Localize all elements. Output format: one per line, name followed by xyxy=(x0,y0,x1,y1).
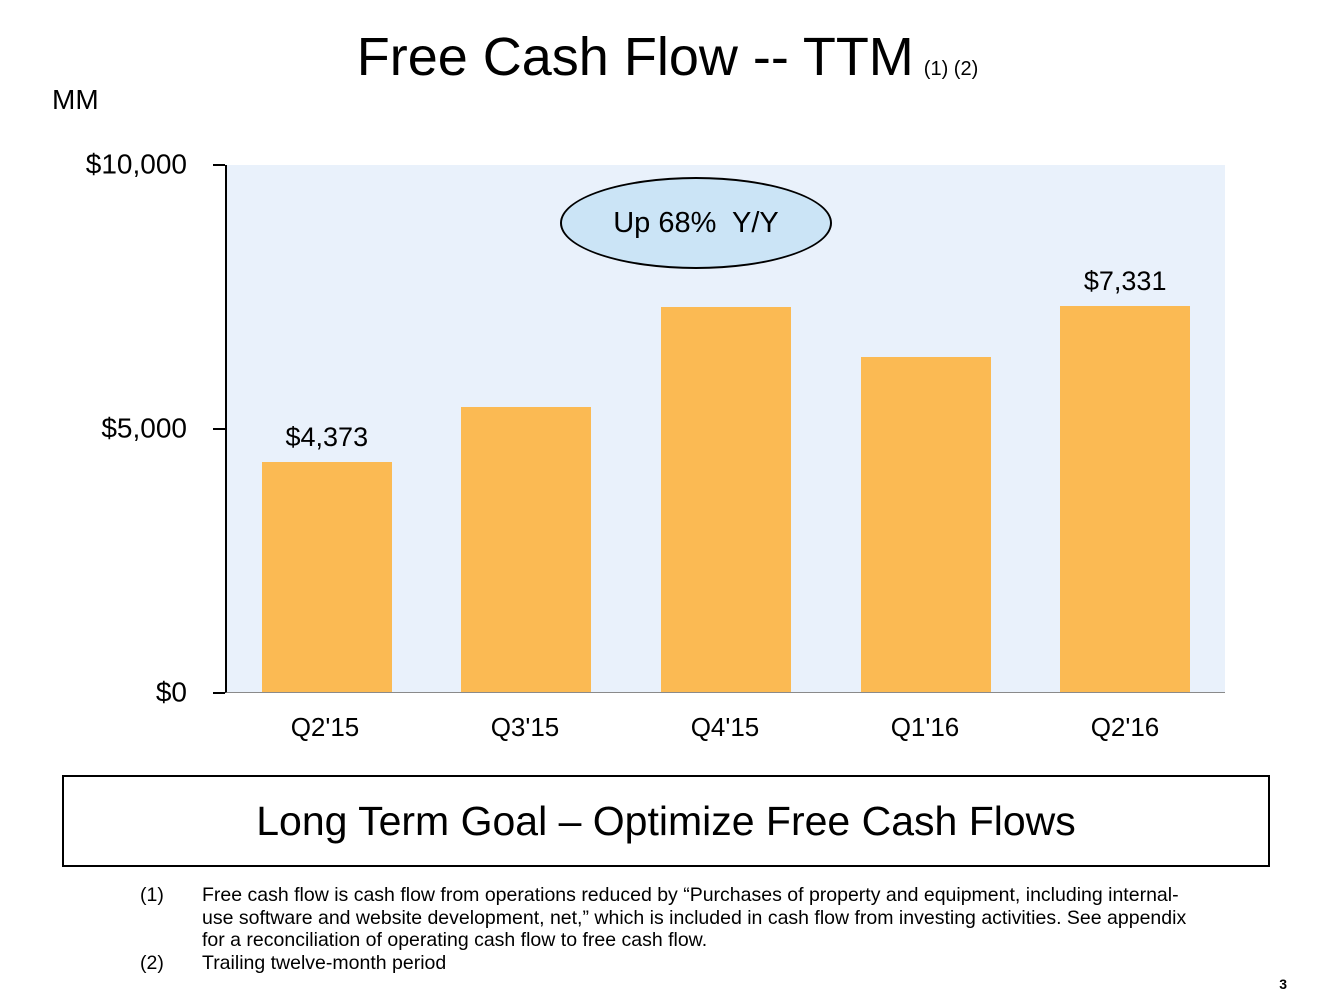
bar-slot: $4,373 xyxy=(227,165,427,692)
footnote-text: Free cash flow is cash flow from operati… xyxy=(202,884,1187,952)
footnote-row: (2) Trailing twelve-month period xyxy=(140,952,1230,975)
x-axis-labels: Q2'15 Q3'15 Q4'15 Q1'16 Q2'16 xyxy=(225,712,1225,743)
y-tick-mark xyxy=(213,692,225,694)
annotation-text: Up 68% Y/Y xyxy=(613,206,779,239)
page-number: 3 xyxy=(1279,976,1287,992)
bar-value-label: $4,373 xyxy=(285,421,369,452)
bar-slot xyxy=(427,165,627,692)
x-axis-label: Q2'15 xyxy=(290,712,360,742)
units-label: MM xyxy=(52,84,99,115)
x-axis-label: Q3'15 xyxy=(490,712,560,742)
x-axis-label: Q4'15 xyxy=(690,712,760,742)
footnote-ref: (2) xyxy=(140,951,164,974)
slide-title: Free Cash Flow -- TTM xyxy=(356,27,914,87)
x-axis-label: Q2'16 xyxy=(1090,712,1160,742)
bar-Q2'15 xyxy=(261,461,392,692)
footnote-ref: (1) xyxy=(140,884,164,906)
x-axis-label: Q1'16 xyxy=(890,712,960,742)
y-tick-label: $10,000 xyxy=(85,148,187,180)
goal-box: Long Term Goal – Optimize Free Cash Flow… xyxy=(62,775,1270,867)
bar-slot: $7,331 xyxy=(1025,165,1225,692)
plot-area: $4,373 $7,331 Up 68% Y/Y xyxy=(225,165,1225,693)
footnote-text: Trailing twelve-month period xyxy=(202,951,447,974)
bar-Q1'16 xyxy=(860,357,991,692)
footnotes: (1) Free cash flow is cash flow from ope… xyxy=(140,884,1230,974)
goal-text: Long Term Goal – Optimize Free Cash Flow… xyxy=(256,797,1076,844)
footnote-row: (1) Free cash flow is cash flow from ope… xyxy=(140,884,1230,952)
annotation-ellipse: Up 68% Y/Y xyxy=(560,177,832,269)
title-footnote-refs: (1) (2) xyxy=(923,58,979,80)
slide-title-row: Free Cash Flow -- TTM (1) (2) xyxy=(0,26,1335,88)
bar-value-label: $7,331 xyxy=(1083,265,1167,296)
bar-slot xyxy=(626,165,826,692)
bar-Q3'15 xyxy=(461,407,592,692)
bar-Q4'15 xyxy=(660,307,791,692)
y-tick-mark xyxy=(213,164,225,166)
bar-slot xyxy=(826,165,1026,692)
y-axis: $10,000 $5,000 $0 xyxy=(0,148,225,707)
bar-Q2'16 xyxy=(1060,305,1191,692)
y-tick-label: $0 xyxy=(155,676,187,708)
bars: $4,373 $7,331 xyxy=(227,165,1225,692)
y-tick-mark xyxy=(213,428,225,430)
y-tick-label: $5,000 xyxy=(101,412,187,444)
